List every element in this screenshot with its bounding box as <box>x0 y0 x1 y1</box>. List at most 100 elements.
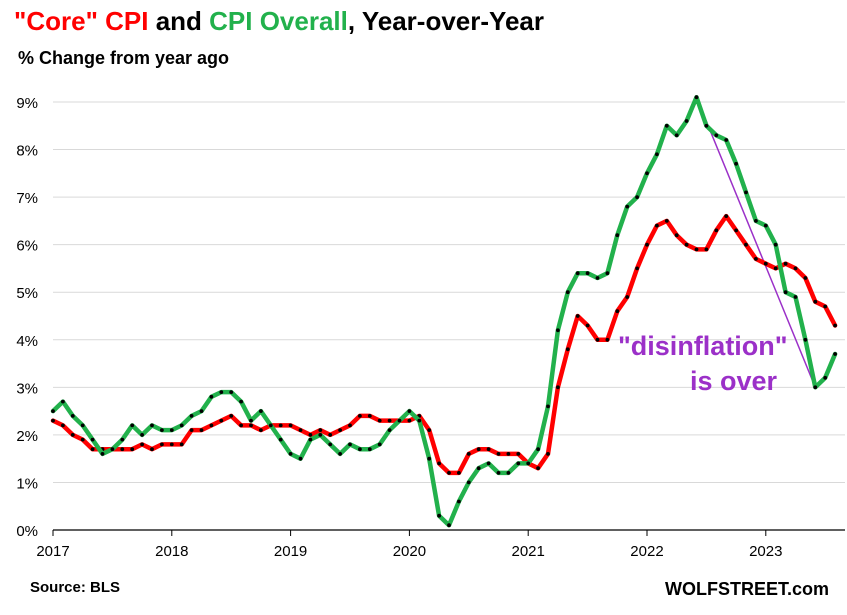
data-point-core-cpi <box>298 428 303 432</box>
data-point-cpi-overall <box>209 394 214 399</box>
data-point-cpi-overall <box>367 447 372 452</box>
data-point-core-cpi <box>278 423 283 428</box>
y-tick-label: 2% <box>16 428 38 445</box>
data-point-cpi-overall <box>773 242 778 247</box>
data-point-core-cpi <box>486 447 491 452</box>
data-point-core-cpi <box>674 233 679 238</box>
data-point-core-cpi <box>476 447 481 452</box>
data-point-cpi-overall <box>348 442 352 447</box>
y-tick-label: 3% <box>16 380 38 397</box>
data-point-cpi-overall <box>615 233 620 238</box>
data-point-cpi-overall <box>259 409 263 413</box>
title-suffix: , Year-over-Year <box>347 6 544 36</box>
data-point-cpi-overall <box>229 390 234 394</box>
data-point-cpi-overall <box>714 133 719 138</box>
data-point-core-cpi <box>763 261 768 266</box>
data-point-core-cpi <box>318 428 323 432</box>
data-point-core-cpi <box>259 428 263 432</box>
brand-label: WOLFSTREET.com <box>664 579 829 599</box>
x-tick-label: 2017 <box>36 543 69 560</box>
data-point-core-cpi <box>714 228 719 233</box>
data-point-cpi-overall <box>219 390 224 394</box>
data-point-core-cpi <box>754 257 758 261</box>
title-core-cpi: "Core" CPI <box>14 6 149 36</box>
y-tick-label: 8% <box>16 143 38 160</box>
data-point-cpi-overall <box>377 442 382 447</box>
data-point-cpi-overall <box>565 290 570 295</box>
data-point-core-cpi <box>160 442 164 447</box>
data-point-core-cpi <box>793 266 798 271</box>
data-point-core-cpi <box>625 295 630 299</box>
data-point-core-cpi <box>169 442 174 447</box>
data-point-cpi-overall <box>536 447 540 452</box>
data-point-core-cpi <box>437 461 441 466</box>
data-point-core-cpi <box>377 418 382 423</box>
y-tick-label: 5% <box>16 285 38 302</box>
data-point-cpi-overall <box>130 423 135 428</box>
data-point-cpi-overall <box>496 471 501 475</box>
data-point-cpi-overall <box>655 152 659 157</box>
data-point-core-cpi <box>90 447 95 452</box>
y-tick-label: 4% <box>16 333 38 350</box>
x-tick-label: 2020 <box>393 543 426 560</box>
y-tick-label: 1% <box>16 475 38 492</box>
data-point-core-cpi <box>387 418 392 423</box>
data-point-cpi-overall <box>169 428 174 432</box>
data-point-core-cpi <box>199 428 204 432</box>
data-point-cpi-overall <box>278 437 283 442</box>
data-point-core-cpi <box>179 442 184 447</box>
annotation-is-over: is over <box>690 366 778 396</box>
data-point-cpi-overall <box>605 271 610 276</box>
data-point-cpi-overall <box>80 423 85 428</box>
data-point-core-cpi <box>407 418 412 423</box>
data-point-cpi-overall <box>466 480 471 485</box>
data-point-cpi-overall <box>575 271 580 276</box>
source-label: Source: BLS <box>30 579 121 596</box>
data-point-core-cpi <box>338 428 342 432</box>
data-point-cpi-overall <box>437 513 441 518</box>
data-point-cpi-overall <box>684 119 689 123</box>
data-point-cpi-overall <box>833 352 837 356</box>
data-point-core-cpi <box>595 337 600 342</box>
data-point-cpi-overall <box>120 437 125 442</box>
data-point-core-cpi <box>546 452 550 456</box>
x-tick-label: 2019 <box>274 543 307 560</box>
data-point-core-cpi <box>704 247 709 252</box>
data-point-cpi-overall <box>427 456 432 461</box>
data-point-cpi-overall <box>160 428 164 432</box>
data-point-core-cpi <box>813 299 818 304</box>
data-point-core-cpi <box>556 385 560 390</box>
data-point-core-cpi <box>150 447 154 452</box>
title-and: and <box>148 6 210 36</box>
data-point-cpi-overall <box>110 447 115 452</box>
data-point-cpi-overall <box>813 385 818 390</box>
data-point-core-cpi <box>457 471 461 475</box>
data-point-core-cpi <box>724 214 729 219</box>
data-point-core-cpi <box>239 423 244 428</box>
x-tick-label: 2022 <box>630 543 663 560</box>
data-point-core-cpi <box>308 433 313 437</box>
data-point-core-cpi <box>655 223 659 228</box>
y-tick-label: 6% <box>16 238 38 255</box>
data-point-core-cpi <box>229 414 234 418</box>
data-point-cpi-overall <box>506 471 511 475</box>
chart-title: "Core" CPI and CPI Overall, Year-over-Ye… <box>14 6 544 37</box>
data-point-cpi-overall <box>140 433 145 437</box>
data-point-core-cpi <box>516 452 521 456</box>
x-tick-label: 2018 <box>155 543 188 560</box>
data-point-core-cpi <box>189 428 194 432</box>
data-point-core-cpi <box>773 266 778 271</box>
data-point-cpi-overall <box>476 466 481 471</box>
data-point-core-cpi <box>635 266 639 271</box>
data-point-core-cpi <box>575 314 580 318</box>
data-point-core-cpi <box>615 309 620 314</box>
y-tick-label: 0% <box>16 523 38 540</box>
data-point-core-cpi <box>209 423 214 428</box>
data-point-cpi-overall <box>516 461 521 466</box>
data-point-cpi-overall <box>694 95 699 100</box>
data-point-cpi-overall <box>585 271 590 276</box>
data-point-core-cpi <box>358 414 362 418</box>
data-point-cpi-overall <box>734 161 738 166</box>
data-point-core-cpi <box>645 242 649 247</box>
data-point-core-cpi <box>565 347 570 352</box>
